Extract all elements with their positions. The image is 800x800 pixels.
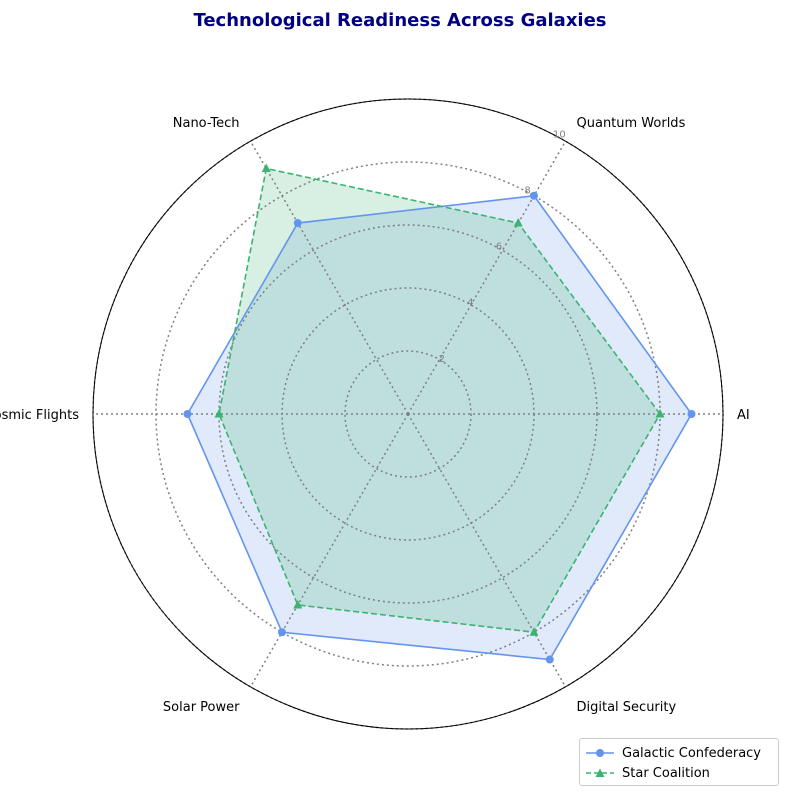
- legend: Galactic Confederacy Star Coalition: [579, 738, 779, 786]
- radial-tick-label: 4: [467, 298, 473, 309]
- legend-marker-triangle-icon: [586, 768, 614, 777]
- data-point-circle: [278, 628, 286, 637]
- radial-tick-label: 2: [439, 354, 445, 365]
- data-point-circle: [687, 410, 696, 418]
- legend-marker-circle-icon: [586, 749, 614, 757]
- category-label: Solar Power: [163, 700, 240, 715]
- data-point-circle: [545, 655, 554, 664]
- category-label: Digital Security: [577, 700, 677, 715]
- data-point-triangle: [529, 627, 539, 636]
- data-point-circle: [530, 191, 538, 200]
- series-fill-1: [219, 168, 660, 633]
- data-point-circle: [183, 410, 192, 418]
- data-point-triangle: [513, 218, 523, 227]
- radial-tick-label: 10: [553, 129, 566, 140]
- data-point-triangle: [293, 599, 303, 609]
- legend-label: Galactic Confederacy: [622, 745, 762, 761]
- category-label: Nano-Tech: [173, 116, 240, 131]
- grid-circle: [218, 224, 598, 604]
- category-label: Quantum Worlds: [577, 116, 686, 131]
- data-point-triangle: [214, 409, 224, 418]
- data-point-circle: [293, 219, 302, 228]
- legend-item-star-coalition: Star Coalition: [586, 763, 772, 783]
- category-label: Cosmic Flights: [0, 408, 79, 423]
- legend-item-galactic-confederacy: Galactic Confederacy: [586, 743, 772, 763]
- data-point-triangle: [261, 163, 271, 172]
- polar-frame: [92, 98, 724, 730]
- radial-tick-label: 8: [524, 185, 530, 196]
- grid-circle: [344, 350, 472, 478]
- data-point-triangle: [655, 409, 665, 418]
- radial-tick-label: 6: [496, 242, 502, 253]
- series-fill-0: [187, 195, 692, 660]
- legend-label: Star Coalition: [622, 765, 710, 781]
- category-label: AI: [737, 408, 750, 423]
- chart-title: Technological Readiness Across Galaxies: [193, 10, 607, 31]
